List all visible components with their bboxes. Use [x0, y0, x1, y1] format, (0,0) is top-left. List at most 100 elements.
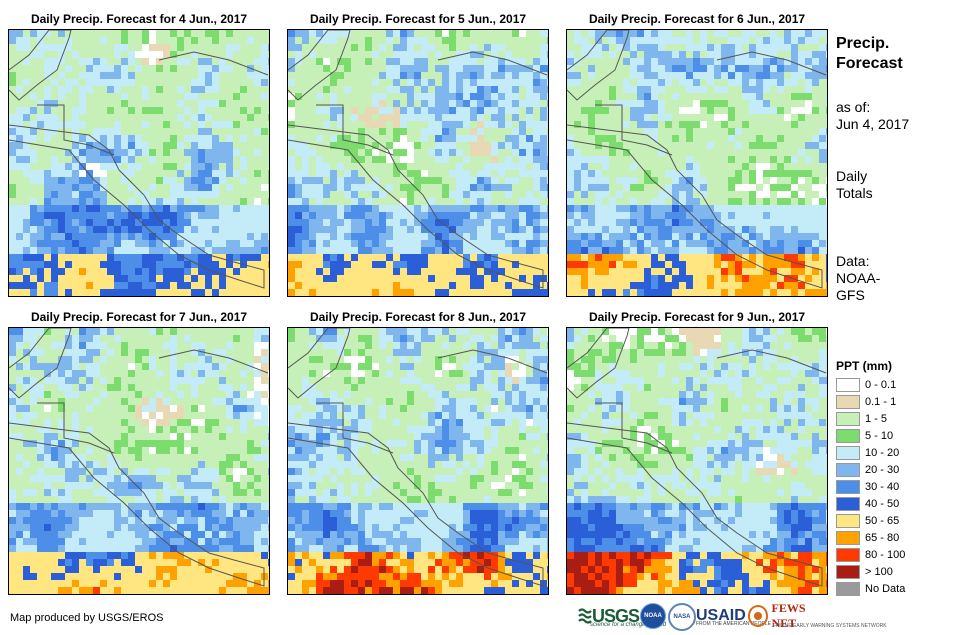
precip-cell [449, 198, 456, 205]
precip-cell [393, 65, 400, 72]
precip-cell [651, 170, 658, 177]
precip-cell [449, 114, 456, 121]
precip-cell [358, 93, 365, 100]
precip-cell [337, 198, 344, 205]
precip-cell [323, 156, 330, 163]
precip-cell [498, 121, 505, 128]
precip-cell [240, 419, 247, 426]
precip-cell [58, 149, 65, 156]
precip-cell [616, 65, 623, 72]
precip-cell [456, 100, 463, 107]
precip-cell [9, 198, 16, 205]
precip-cell [567, 219, 574, 226]
precip-cell [107, 44, 114, 51]
precip-cell [735, 205, 742, 212]
precip-cell [665, 30, 672, 37]
precip-cell [407, 240, 414, 247]
precip-cell [337, 177, 344, 184]
precip-cell [435, 275, 442, 282]
precip-cell [372, 149, 379, 156]
precip-cell [714, 247, 721, 254]
precip-cell [72, 51, 79, 58]
precip-cell [595, 86, 602, 93]
precip-cell [651, 100, 658, 107]
precip-cell [309, 275, 316, 282]
precip-cell [226, 328, 233, 335]
precip-cell [51, 163, 58, 170]
precip-cell [735, 30, 742, 37]
precip-cell [212, 30, 219, 37]
precip-cell [163, 156, 170, 163]
precip-cell [693, 100, 700, 107]
precip-cell [128, 135, 135, 142]
precip-cell [735, 247, 742, 254]
precip-cell [23, 170, 30, 177]
precip-cell [477, 156, 484, 163]
precip-cell [240, 240, 247, 247]
precip-cell [268, 65, 269, 72]
precip-cell [393, 128, 400, 135]
precip-cell [205, 391, 212, 398]
precip-cell [51, 100, 58, 107]
precip-cell [644, 79, 651, 86]
precip-cell [456, 65, 463, 72]
precip-cell [51, 121, 58, 128]
precip-cell [107, 282, 114, 289]
precip-cell [463, 198, 470, 205]
precip-cell [763, 114, 770, 121]
precip-cell [686, 156, 693, 163]
precip-cell [226, 184, 233, 191]
precip-cell [470, 177, 477, 184]
precip-cell [791, 100, 798, 107]
precip-cell [491, 198, 498, 205]
precip-cell [400, 121, 407, 128]
precip-cell [121, 384, 128, 391]
precip-cell [72, 177, 79, 184]
precip-cell [435, 79, 442, 86]
precip-cell [798, 170, 805, 177]
precip-cell [142, 391, 149, 398]
precip-cell [142, 261, 149, 268]
precip-cell [512, 100, 519, 107]
precip-cell [742, 114, 749, 121]
precip-cell [372, 100, 379, 107]
precip-cell [177, 384, 184, 391]
precip-cell [819, 58, 826, 65]
precip-cell [672, 58, 679, 65]
precip-cell [149, 135, 156, 142]
precip-cell [323, 149, 330, 156]
precip-cell [540, 114, 547, 121]
precip-cell [742, 58, 749, 65]
precip-cell [142, 405, 149, 412]
precip-cell [344, 170, 351, 177]
precip-cell [212, 363, 219, 370]
precip-cell [254, 30, 261, 37]
precip-cell [672, 79, 679, 86]
precip-cell [205, 261, 212, 268]
precip-cell [184, 65, 191, 72]
precip-cell [526, 226, 533, 233]
precip-cell [567, 289, 574, 296]
precip-cell [16, 198, 23, 205]
precip-cell [163, 100, 170, 107]
precip-cell [679, 79, 686, 86]
precip-cell [51, 349, 58, 356]
precip-cell [721, 191, 728, 198]
precip-cell [735, 100, 742, 107]
precip-cell [135, 107, 142, 114]
precip-cell [505, 247, 512, 254]
precip-cell [400, 268, 407, 275]
precip-cell [198, 254, 205, 261]
precip-cell [470, 163, 477, 170]
precip-cell [477, 212, 484, 219]
precip-cell [791, 254, 798, 261]
precip-cell [581, 156, 588, 163]
precip-cell [526, 184, 533, 191]
precip-cell [728, 282, 735, 289]
precip-cell [156, 328, 163, 335]
precip-cell [212, 135, 219, 142]
precip-cell [323, 226, 330, 233]
precip-cell [637, 149, 644, 156]
precip-cell [791, 72, 798, 79]
precip-cell [442, 100, 449, 107]
